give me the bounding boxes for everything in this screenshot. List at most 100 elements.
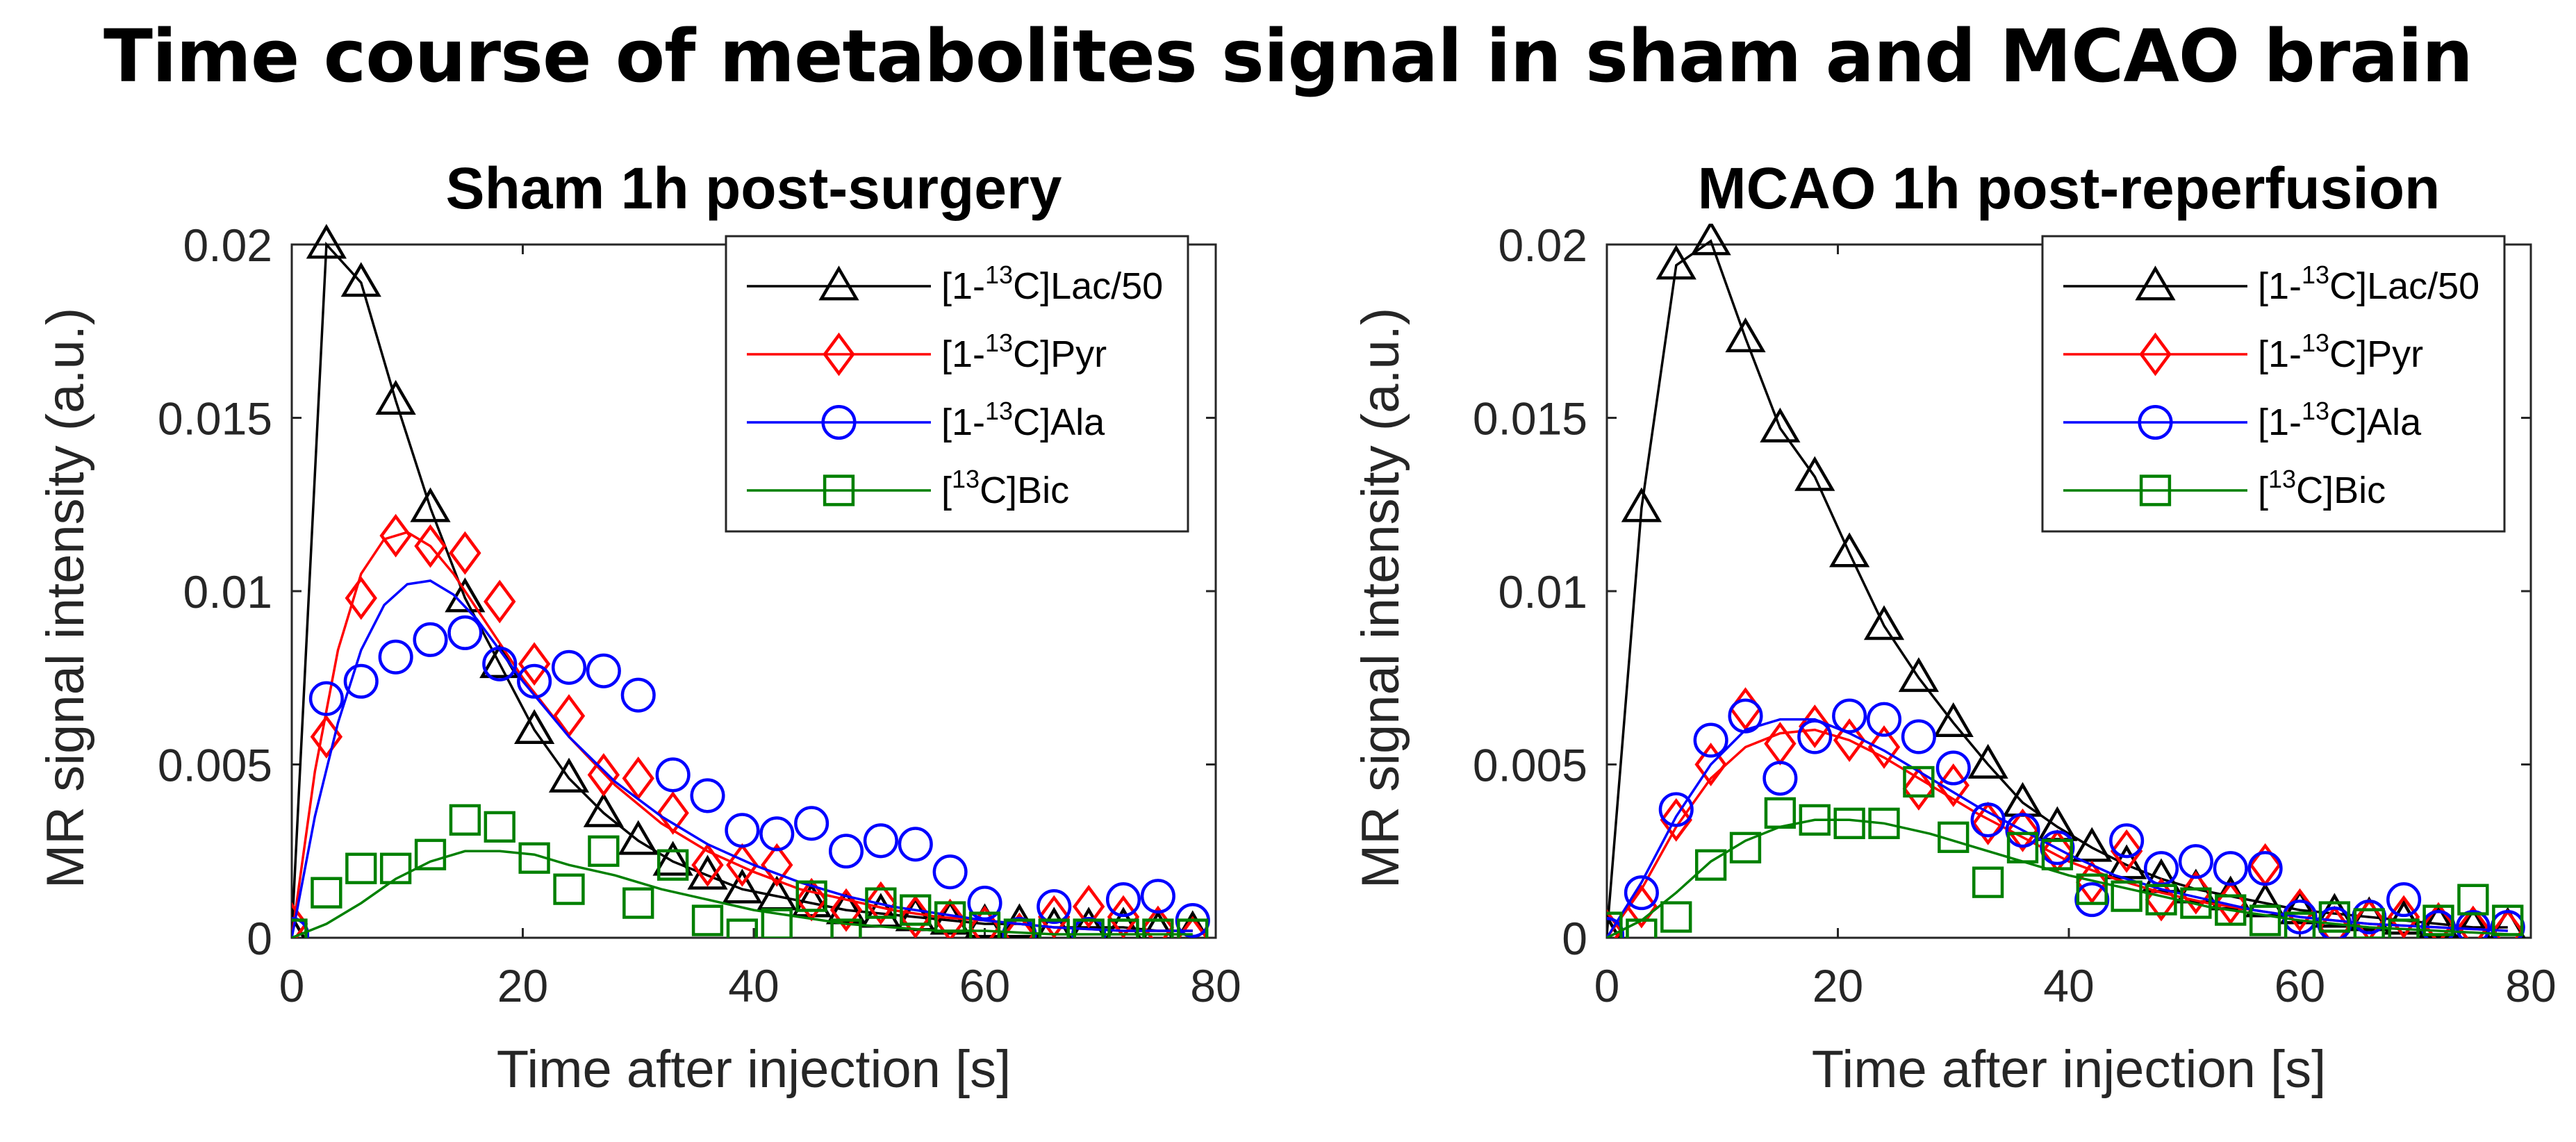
data-point-bic bbox=[2422, 904, 2454, 936]
x-axis-label: Time after injection [s] bbox=[1812, 1040, 2327, 1099]
data-point-ala bbox=[932, 854, 968, 890]
data-point-pyr bbox=[1003, 912, 1036, 938]
data-point-ala bbox=[2386, 882, 2422, 918]
y-tick-label: 0.015 bbox=[1473, 393, 1587, 445]
x-tick-label: 80 bbox=[2505, 960, 2556, 1011]
data-point-bic bbox=[1177, 918, 1209, 938]
data-point-pyr bbox=[1833, 718, 1866, 762]
data-point-bic bbox=[553, 873, 585, 905]
data-point-lac bbox=[1863, 605, 1905, 640]
data-point-pyr bbox=[1072, 884, 1105, 929]
data-point-lac bbox=[652, 841, 693, 876]
data-point-lac bbox=[2279, 889, 2320, 925]
data-point-lac bbox=[1621, 487, 1662, 522]
data-point-bic bbox=[2492, 904, 2524, 936]
data-point-bic bbox=[691, 904, 724, 936]
data-point-bic bbox=[2457, 884, 2489, 916]
data-point-bic bbox=[2215, 894, 2247, 926]
data-point-bic bbox=[1729, 831, 1762, 863]
x-tick-label: 40 bbox=[728, 960, 779, 1011]
data-point-bic bbox=[1038, 918, 1070, 938]
chart-panel-2: MCAO 1h post-reperfusion 0 20 40 60 80 0 0.005 0… bbox=[1351, 156, 2557, 1099]
y-axis-label: MR signal intensity (a.u.) bbox=[1351, 308, 1410, 888]
y-tick-label: 0.01 bbox=[1498, 566, 1587, 618]
data-point-lac bbox=[1760, 407, 1801, 442]
data-point-bic bbox=[588, 835, 620, 867]
x-tick-label: 60 bbox=[2274, 960, 2325, 1011]
data-point-lac bbox=[1794, 456, 1835, 491]
y-tick-label: 0.015 bbox=[158, 393, 272, 445]
legend-label-ala: [1-13C]Ala bbox=[2258, 397, 2422, 443]
data-point-pyr bbox=[2353, 898, 2386, 938]
legend-label-bic: [13C]Bic bbox=[2258, 465, 2386, 511]
y-tick-label: 0 bbox=[247, 913, 272, 964]
data-point-pyr bbox=[449, 531, 481, 575]
data-point-ala bbox=[759, 816, 795, 852]
data-point-ala bbox=[343, 663, 379, 699]
data-point-ala bbox=[863, 823, 898, 859]
x-axis-label: Time after injection [s] bbox=[497, 1040, 1012, 1099]
y-tick-label: 0.02 bbox=[183, 220, 272, 271]
data-point-lac bbox=[375, 379, 416, 415]
data-point-ala bbox=[378, 639, 413, 675]
data-point-bic bbox=[2076, 873, 2108, 905]
figure-title: Time course of metabolites signal in sha… bbox=[103, 14, 2473, 99]
data-point-bic bbox=[657, 849, 689, 881]
data-point-ala bbox=[2005, 813, 2040, 848]
series-line-bic bbox=[292, 850, 1193, 938]
y-tick-label: 0.01 bbox=[183, 566, 272, 618]
legend-label-pyr: [1-13C]Pyr bbox=[941, 329, 1107, 375]
data-point-ala bbox=[586, 653, 621, 688]
data-point-bic bbox=[1626, 918, 1658, 938]
data-point-bic bbox=[484, 811, 515, 843]
data-point-bic bbox=[726, 918, 759, 938]
data-point-lac bbox=[2454, 907, 2491, 938]
data-point-bic bbox=[1938, 821, 1970, 853]
x-tick-label: 60 bbox=[959, 960, 1010, 1011]
legend-marker-bic bbox=[823, 474, 855, 506]
data-point-ala bbox=[2109, 823, 2145, 859]
panel-title: Sham 1h post-surgery bbox=[446, 156, 1062, 221]
data-point-ala bbox=[2317, 906, 2352, 938]
x-tick-label: 20 bbox=[1813, 960, 1863, 1011]
data-point-pyr bbox=[345, 576, 377, 620]
data-point-ala bbox=[2074, 882, 2110, 918]
data-point-ala bbox=[551, 649, 587, 685]
data-point-pyr bbox=[2457, 905, 2490, 938]
data-point-pyr bbox=[587, 753, 620, 797]
data-point-bic bbox=[518, 842, 550, 874]
data-point-bic bbox=[900, 894, 932, 926]
data-point-ala bbox=[482, 646, 518, 681]
data-point-bic bbox=[292, 918, 308, 938]
data-point-ala bbox=[967, 886, 1002, 921]
data-point-lac bbox=[445, 577, 486, 613]
data-point-ala bbox=[413, 622, 448, 657]
data-point-bic bbox=[1972, 866, 2004, 898]
y-tick-label: 0.02 bbox=[1498, 220, 1587, 271]
x-tick-label: 40 bbox=[2043, 960, 2094, 1011]
y-tick-label: 0.005 bbox=[1473, 740, 1587, 791]
data-point-lac bbox=[2418, 903, 2459, 938]
data-point-bic bbox=[2318, 901, 2351, 933]
data-point-ala bbox=[898, 827, 933, 862]
data-point-ala bbox=[2040, 830, 2075, 866]
data-point-lac bbox=[1967, 743, 2008, 779]
data-point-pyr bbox=[691, 843, 724, 887]
legend-label-pyr: [1-13C]Pyr bbox=[2258, 329, 2423, 375]
data-point-lac bbox=[306, 224, 347, 259]
chart-panel-1: Sham 1h post-surgery 0 20 40 60 80 0 0.005 0.01 0… bbox=[36, 156, 1241, 1099]
data-point-bic bbox=[414, 838, 447, 870]
data-point-bic bbox=[1833, 807, 1865, 839]
legend-label-lac: [1-13C]Lac/50 bbox=[941, 260, 1163, 307]
data-point-pyr bbox=[379, 513, 412, 558]
data-point-pyr bbox=[2491, 909, 2524, 938]
data-point-lac bbox=[2072, 827, 2113, 862]
data-point-pyr bbox=[829, 888, 863, 932]
data-point-bic bbox=[934, 901, 966, 933]
series-line-ala bbox=[292, 579, 1193, 938]
data-point-lac bbox=[410, 487, 451, 522]
data-point-pyr bbox=[1660, 797, 1692, 842]
data-point-bic bbox=[1903, 766, 1935, 798]
data-point-ala bbox=[308, 681, 344, 716]
